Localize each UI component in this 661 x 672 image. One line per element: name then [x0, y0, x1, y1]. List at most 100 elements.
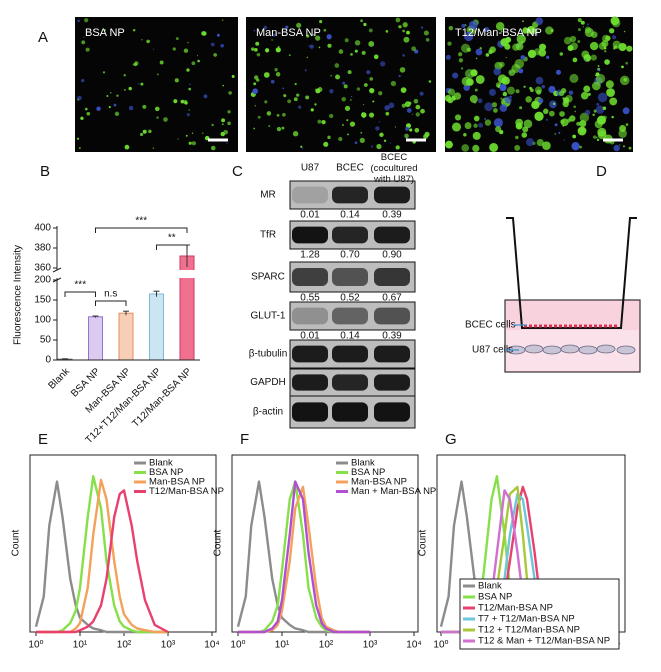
cell-signal [506, 86, 515, 95]
cell-signal [495, 22, 505, 31]
x-tick-label: 10⁰ [230, 640, 245, 651]
cell-signal [463, 84, 470, 91]
cell-signal [461, 67, 464, 70]
cell-signal [609, 97, 618, 106]
cell-signal [334, 63, 340, 68]
cell-signal [475, 48, 483, 56]
cell-signal [622, 107, 630, 115]
band [374, 268, 410, 286]
cell-signal [128, 105, 134, 111]
cell-signal [550, 28, 554, 32]
cell-signal [515, 89, 520, 94]
cell-signal [461, 76, 471, 86]
cell-signal [113, 103, 117, 107]
cell-signal [347, 70, 352, 75]
cell-signal [509, 95, 512, 98]
cell-signal [458, 52, 463, 57]
cell-signal [369, 87, 375, 94]
cell-signal [597, 68, 601, 72]
cell-signal [448, 25, 454, 31]
cell-signal [356, 87, 361, 91]
cell-signal [342, 81, 346, 85]
legend-label: T12/Man-BSA NP [149, 486, 224, 497]
cell-signal [563, 36, 572, 45]
image-label: BSA NP [85, 27, 125, 39]
cell-signal [447, 97, 454, 104]
cell-signal [385, 111, 390, 116]
cell-signal [522, 27, 529, 34]
cell-signal [314, 88, 317, 90]
cell-signal [344, 105, 351, 111]
y-axis-title: Count [213, 529, 224, 556]
cell-signal [499, 83, 507, 92]
error-bar [92, 315, 99, 318]
cell-signal [375, 126, 380, 131]
cell-signal [306, 56, 309, 59]
cell-signal [531, 28, 538, 35]
blot-value: 0.67 [382, 293, 402, 304]
cell-signal [360, 19, 363, 23]
significance-bracket [156, 244, 188, 250]
cell-signal [300, 145, 303, 148]
cell-signal [191, 141, 196, 146]
cell-signal [398, 25, 402, 29]
cell-signal [548, 110, 555, 117]
axis-break [54, 270, 201, 278]
cell-signal [152, 147, 155, 149]
column-label: BCEC [336, 163, 364, 174]
transwell-diagram: BCEC cells U87 cells [465, 217, 641, 373]
cell-signal [536, 138, 544, 147]
legend-label: T7 + T12/Man-BSA NP [478, 614, 575, 625]
y-axis-title: Fluorescence Intensity [13, 245, 24, 345]
cell-signal [579, 145, 583, 149]
cell-signal [613, 144, 620, 152]
cell-signal [463, 133, 467, 137]
legend-label: Blank [149, 458, 173, 469]
cell-signal [563, 139, 565, 141]
cell-signal [270, 79, 275, 84]
cell-signal [521, 132, 528, 138]
y-tick-label: 50 [40, 335, 52, 346]
band [374, 402, 410, 422]
band [374, 186, 410, 204]
cell-signal [468, 20, 478, 30]
cell-signal [80, 116, 84, 120]
cell-signal [310, 108, 314, 112]
cell-signal [592, 135, 597, 139]
cell-signal [346, 119, 349, 122]
cell-signal [343, 84, 348, 89]
cell-signal [545, 118, 549, 121]
cell-signal [485, 53, 490, 57]
y-tick-label: 100 [34, 315, 51, 326]
cell-signal [140, 82, 144, 86]
cell-signal [255, 41, 260, 46]
cell-signal [341, 96, 346, 102]
cell-signal [580, 127, 585, 132]
cell-signal [188, 87, 192, 91]
significance-bracket [95, 227, 188, 233]
cell-signal [222, 84, 225, 87]
cell-signal [626, 45, 633, 52]
cell-signal [569, 35, 577, 43]
cell-signal [108, 106, 111, 109]
y-tick-label: 360 [34, 263, 51, 274]
cell-signal [473, 101, 477, 104]
x-tick-label: 10⁴ [406, 640, 421, 651]
row-label: SPARC [251, 272, 285, 283]
cell-signal [423, 134, 429, 139]
panel-label: C [232, 163, 243, 180]
cell-signal [475, 75, 485, 84]
cell-signal [293, 97, 298, 102]
cell-signal [114, 111, 120, 117]
cell-signal [257, 115, 261, 119]
cell-signal [464, 68, 475, 79]
cell-signal [227, 121, 231, 126]
cell-signal [525, 138, 535, 147]
row-label: TfR [260, 230, 276, 241]
cell-signal [354, 141, 358, 145]
cell-signal [83, 36, 85, 39]
cell-signal [595, 73, 606, 84]
band [292, 402, 328, 422]
cell-signal [361, 112, 364, 115]
cell-signal [403, 36, 410, 43]
